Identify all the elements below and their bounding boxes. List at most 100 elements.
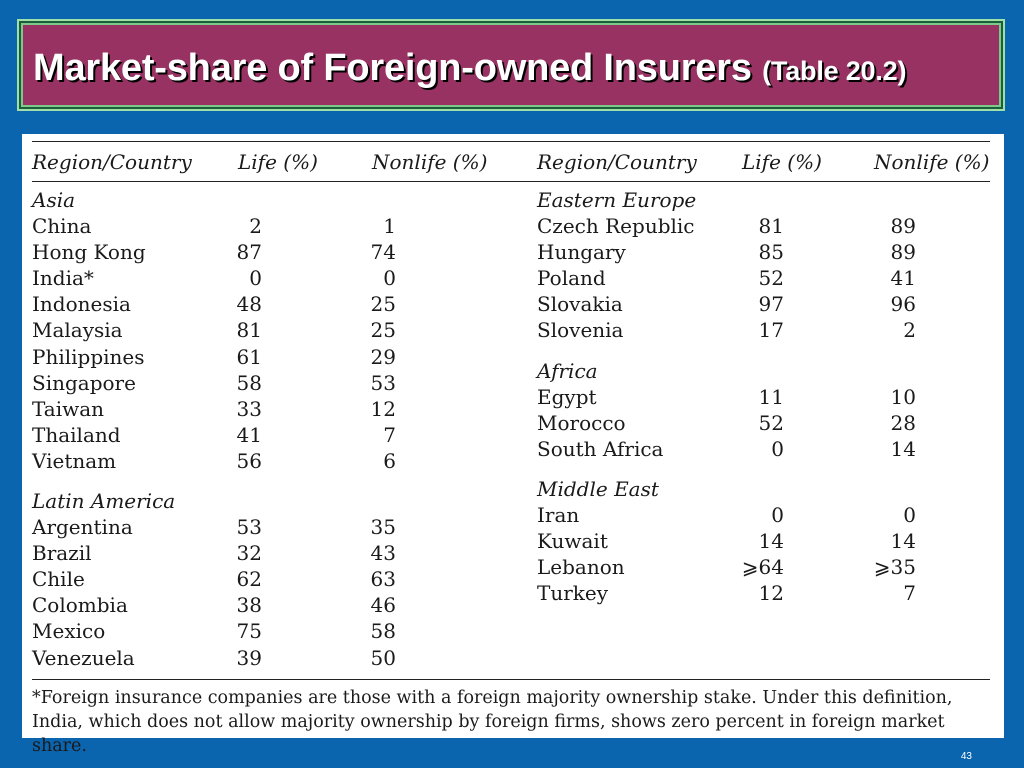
life-percent: 87 [236, 240, 262, 265]
column-header-nonlife-right: Nonlife (%) [874, 150, 990, 174]
life-percent: 0 [771, 502, 784, 527]
nonlife-percent: 0 [903, 502, 916, 527]
nonlife-percent: 58 [370, 619, 396, 644]
life-percent: 61 [236, 344, 262, 369]
life-percent: 2 [249, 214, 262, 238]
nonlife-percent: 89 [890, 240, 916, 265]
country-name: Iran [537, 502, 580, 527]
country-name: Slovakia [537, 292, 623, 317]
country-name: India* [32, 266, 94, 291]
country-name: Vietnam [32, 448, 117, 473]
table-top-rule [32, 141, 990, 142]
nonlife-percent: 25 [370, 318, 396, 343]
country-name: Philippines [32, 344, 145, 369]
country-name: South Africa [537, 436, 664, 461]
life-percent: 48 [236, 292, 262, 317]
country-name: Poland [537, 266, 606, 291]
nonlife-percent: 46 [370, 593, 396, 618]
life-percent: 97 [758, 292, 784, 317]
life-percent: 52 [758, 266, 784, 291]
nonlife-percent: 28 [890, 410, 916, 435]
region-group-label: Latin America [32, 489, 176, 513]
country-name: Czech Republic [537, 214, 695, 238]
life-percent: 62 [236, 567, 262, 592]
region-group-label: Middle East [537, 476, 659, 501]
life-percent: 58 [236, 370, 262, 395]
life-percent: 0 [249, 266, 262, 291]
nonlife-percent: 29 [370, 344, 396, 369]
country-name: Brazil [32, 541, 92, 566]
nonlife-percent: 89 [890, 214, 916, 238]
nonlife-percent: 12 [370, 396, 396, 421]
life-percent: 41 [236, 422, 262, 447]
nonlife-percent: 25 [370, 292, 396, 317]
page-number: 43 [960, 751, 972, 762]
life-percent: 56 [236, 448, 262, 473]
country-name: China [32, 214, 92, 238]
country-name: Argentina [32, 515, 133, 539]
nonlife-percent: 10 [890, 384, 916, 409]
table-footnote: *Foreign insurance companies are those w… [32, 688, 953, 756]
nonlife-percent: ⩾35 [873, 555, 916, 579]
life-percent: 75 [236, 619, 262, 644]
table-header-rule [32, 181, 990, 182]
column-header-nonlife-left: Nonlife (%) [372, 150, 488, 174]
life-percent: 11 [758, 384, 784, 409]
region-group-label: Asia [32, 188, 76, 212]
country-name: Colombia [32, 593, 128, 618]
country-name: Singapore [32, 370, 136, 395]
country-name: Hong Kong [32, 240, 146, 265]
life-percent: 52 [758, 410, 784, 435]
nonlife-percent: 7 [903, 581, 916, 606]
life-percent: 85 [758, 240, 784, 265]
country-name: Morocco [537, 410, 626, 435]
nonlife-percent: 14 [890, 528, 916, 553]
nonlife-percent: 63 [370, 567, 396, 592]
column-header-life-left: Life (%) [238, 150, 318, 174]
life-percent: 53 [236, 515, 262, 539]
column-header-region-left: Region/Country [32, 150, 192, 174]
nonlife-percent: 41 [890, 266, 916, 291]
slide-title-main: Market-share of Foreign-owned Insurers [33, 47, 763, 89]
nonlife-percent: 0 [383, 266, 396, 291]
life-percent: 0 [771, 436, 784, 461]
nonlife-percent: 6 [383, 448, 396, 473]
country-name: Hungary [537, 240, 626, 265]
nonlife-percent: 1 [383, 214, 396, 238]
country-name: Venezuela [32, 645, 135, 670]
table-bottom-rule [32, 679, 990, 680]
nonlife-percent: 53 [370, 370, 396, 395]
life-percent: 32 [236, 541, 262, 566]
country-name: Thailand [32, 422, 121, 447]
life-percent: 33 [236, 396, 262, 421]
life-percent: 81 [758, 214, 784, 238]
nonlife-percent: 43 [370, 541, 396, 566]
nonlife-percent: 96 [890, 292, 916, 317]
life-percent: 39 [236, 645, 262, 670]
nonlife-percent: 7 [383, 422, 396, 447]
country-name: Turkey [537, 581, 609, 606]
country-name: Egypt [537, 384, 597, 409]
nonlife-percent: 74 [370, 240, 396, 265]
country-name: Lebanon [537, 555, 625, 579]
country-name: Taiwan [32, 396, 105, 421]
nonlife-percent: 2 [903, 318, 916, 343]
life-percent: ⩾64 [741, 555, 784, 579]
country-name: Slovenia [537, 318, 624, 343]
table-panel: Region/Country Life (%) Nonlife (%) Asia Chi… [22, 134, 1004, 756]
column-header-region-right: Region/Country [537, 150, 697, 174]
region-group-label: Africa [537, 358, 598, 383]
title-bar: Market-share of Foreign-owned Insurers (… [17, 19, 1005, 111]
region-group-label: Eastern Europe [537, 188, 697, 212]
country-name: Mexico [32, 619, 106, 644]
country-name: Malaysia [32, 318, 123, 343]
nonlife-percent: 35 [370, 515, 396, 539]
country-name: Indonesia [32, 292, 131, 317]
life-percent: 17 [758, 318, 784, 343]
slide-title-table-ref: (Table 20.2) [762, 56, 907, 86]
nonlife-percent: 14 [890, 436, 916, 461]
column-header-life-right: Life (%) [742, 150, 822, 174]
life-percent: 12 [758, 581, 784, 606]
life-percent: 81 [236, 318, 262, 343]
nonlife-percent: 50 [370, 645, 396, 670]
